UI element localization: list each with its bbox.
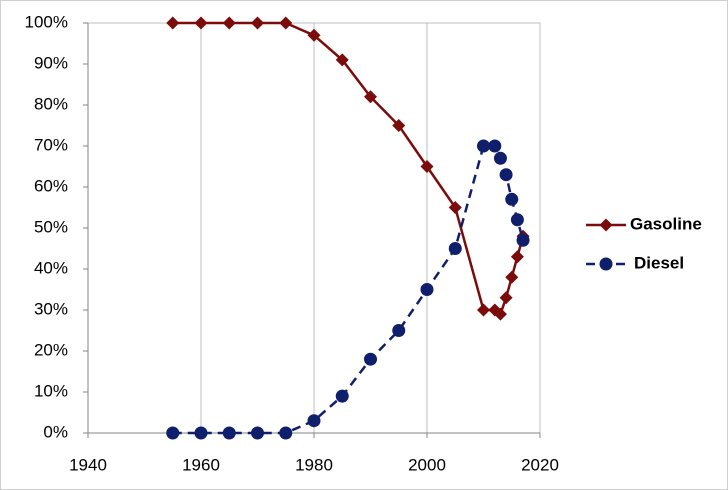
data-point (222, 426, 236, 440)
legend-marker (599, 218, 613, 232)
data-point (279, 426, 293, 440)
x-tick-label: 2000 (408, 455, 446, 474)
data-point (493, 151, 507, 165)
data-point (499, 291, 513, 305)
data-point (392, 324, 406, 337)
data-point (307, 414, 321, 428)
data-point (510, 213, 524, 227)
y-tick-label: 60% (34, 176, 68, 195)
y-tick-label: 90% (34, 53, 68, 72)
data-point (505, 192, 519, 206)
data-point (499, 168, 513, 182)
data-point (251, 426, 264, 440)
legend-marker (599, 257, 613, 271)
data-point (420, 283, 434, 296)
y-tick-label: 100% (25, 12, 68, 31)
data-point (335, 53, 349, 67)
x-tick-label: 1980 (295, 455, 333, 474)
data-point (335, 389, 349, 403)
data-point (516, 233, 530, 247)
y-tick-label: 70% (34, 135, 68, 154)
y-tick-label: 20% (34, 340, 68, 359)
legend-label: Diesel (634, 253, 684, 272)
data-point (364, 352, 377, 366)
data-point (251, 16, 264, 30)
data-point (364, 90, 377, 104)
data-point (194, 16, 208, 30)
data-point (477, 139, 490, 153)
data-point (448, 242, 462, 255)
data-point (448, 201, 462, 214)
y-tick-label: 10% (34, 381, 68, 400)
data-point (510, 250, 524, 264)
data-point (222, 16, 236, 30)
data-point (279, 16, 293, 30)
data-point (505, 270, 519, 284)
data-point (166, 16, 180, 30)
y-tick-label: 0% (43, 422, 68, 441)
data-point (307, 28, 321, 42)
data-point (194, 426, 208, 440)
x-tick-label: 2020 (521, 455, 559, 474)
data-point (392, 119, 406, 132)
x-tick-label: 1960 (182, 455, 220, 474)
y-tick-label: 40% (34, 258, 68, 277)
data-point (420, 160, 434, 173)
data-point (493, 307, 507, 321)
data-point (488, 139, 502, 153)
legend-label: Gasoline (630, 214, 702, 233)
x-tick-label: 1940 (69, 455, 107, 474)
y-tick-label: 30% (34, 299, 68, 318)
data-point (477, 303, 490, 317)
data-point (166, 426, 180, 440)
y-tick-label: 50% (34, 217, 68, 236)
y-tick-label: 80% (34, 94, 68, 113)
